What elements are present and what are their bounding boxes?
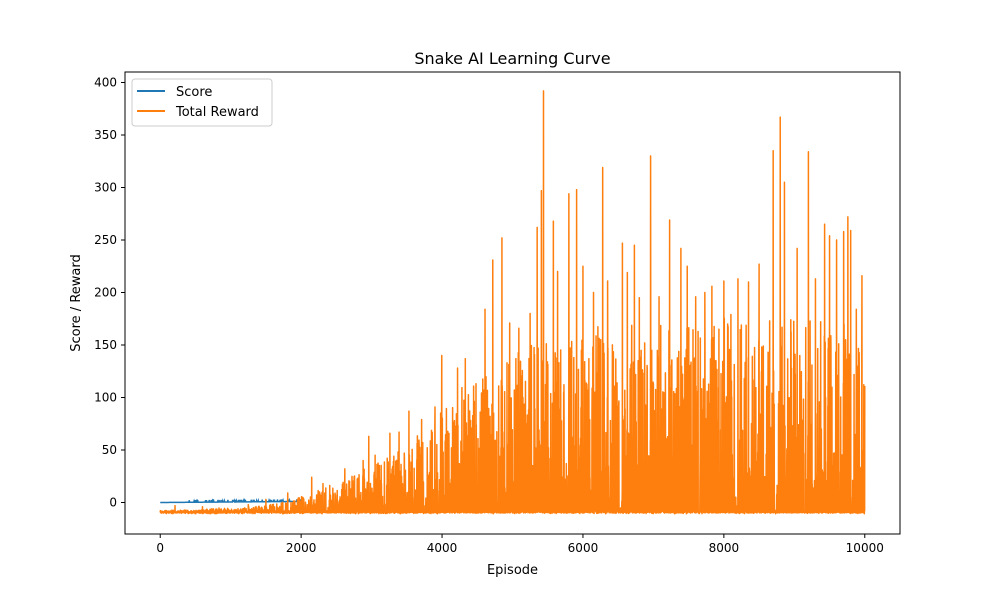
y-tick-label: 0 — [109, 496, 117, 510]
series-layer — [159, 90, 866, 515]
legend-label-total-reward: Total Reward — [175, 105, 259, 120]
y-tick-label: 150 — [94, 338, 117, 352]
x-axis: 0 2000 4000 6000 8000 10000 — [156, 534, 884, 555]
series-line-score — [160, 497, 302, 504]
plot-frame — [124, 71, 901, 535]
x-tick-label: 4000 — [427, 541, 458, 555]
x-tick-label: 0 — [156, 541, 164, 555]
y-tick-label: 400 — [94, 76, 117, 90]
series-line-total-reward — [159, 90, 866, 515]
legend-label-score: Score — [176, 85, 212, 100]
y-tick-label: 350 — [94, 128, 117, 142]
y-tick-label: 200 — [94, 286, 117, 300]
y-tick-label: 50 — [102, 443, 117, 457]
x-tick-label: 10000 — [846, 541, 884, 555]
x-tick-label: 8000 — [709, 541, 740, 555]
x-axis-label: Episode — [487, 563, 538, 578]
legend: Score Total Reward — [131, 78, 273, 127]
y-tick-label: 300 — [94, 181, 117, 195]
x-tick-label: 6000 — [568, 541, 599, 555]
chart-title: Snake AI Learning Curve — [414, 49, 610, 68]
y-tick-label: 100 — [94, 391, 117, 405]
y-axis-label: Score / Reward — [69, 254, 84, 351]
y-axis: 0 50 100 150 200 250 300 350 400 — [94, 76, 125, 510]
x-tick-label: 2000 — [286, 541, 317, 555]
legend-box — [131, 78, 273, 127]
y-tick-label: 250 — [94, 233, 117, 247]
